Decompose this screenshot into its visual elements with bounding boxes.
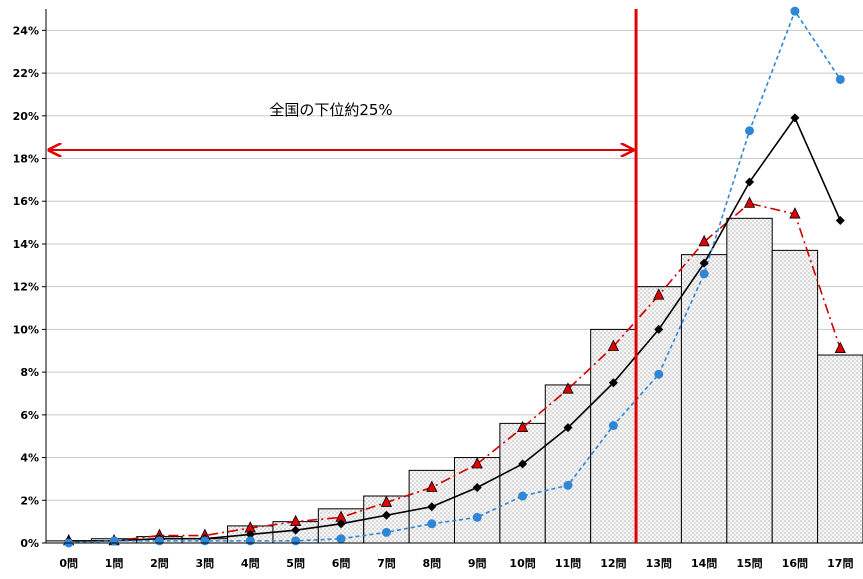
diamond-marker — [518, 459, 528, 469]
x-tick-label: 11問 — [555, 557, 581, 570]
x-tick-label: 3問 — [196, 557, 215, 570]
diamond-marker — [654, 324, 664, 334]
triangle-marker — [516, 420, 529, 433]
diamond-marker — [790, 113, 800, 123]
circle-marker — [654, 369, 664, 379]
circle-marker — [291, 536, 301, 546]
diamond-marker — [563, 423, 573, 433]
y-tick-label: 22% — [13, 67, 39, 80]
circle-marker — [608, 421, 618, 431]
circle-marker — [336, 534, 346, 544]
y-tick-label: 0% — [20, 537, 39, 550]
bar-series — [45, 217, 863, 544]
circle-marker — [109, 536, 119, 546]
circle-marker — [472, 512, 482, 522]
circle-marker — [563, 480, 573, 490]
x-tick-label: 9問 — [468, 557, 487, 570]
diamond-marker — [427, 502, 437, 512]
bar — [680, 254, 728, 544]
circle-marker — [699, 269, 709, 279]
bar — [544, 384, 592, 544]
y-tick-label: 20% — [13, 110, 39, 123]
bar — [817, 354, 863, 544]
series-line-triangle — [68, 202, 842, 542]
x-tick-label: 10問 — [509, 557, 535, 570]
triangle-marker — [607, 339, 620, 351]
triangle-marker — [426, 480, 438, 492]
line-series — [68, 9, 842, 544]
bar — [499, 422, 546, 544]
y-tick-label: 2% — [20, 494, 39, 507]
x-tick-label: 8問 — [422, 557, 441, 570]
gridlines — [46, 29, 863, 501]
axes: 0% 2% 4% 6% 8% 10% 12% 14% 16% 18% 20% 22% 24% 0問 1問 2問… — [13, 9, 863, 570]
diamond-marker — [699, 258, 709, 268]
circle-marker — [835, 74, 845, 84]
circle-marker — [154, 536, 164, 546]
y-tick-label: 24% — [13, 24, 39, 37]
x-tick-label: 16問 — [782, 557, 808, 570]
x-tick-label: 4問 — [241, 557, 260, 570]
triangle-marker — [743, 196, 756, 208]
triangle-marker — [653, 288, 665, 300]
x-tick-label: 7問 — [377, 557, 396, 570]
circle-marker — [200, 536, 210, 546]
annotation-label: 全国の下位約25% — [269, 101, 392, 119]
triangle-marker — [471, 457, 483, 469]
diamond-marker — [291, 525, 301, 535]
y-tick-label: 4% — [20, 452, 39, 465]
bar — [771, 249, 819, 544]
x-tick-label: 12問 — [600, 557, 626, 570]
x-tick-label: 13問 — [646, 557, 672, 570]
y-tick-label: 8% — [20, 366, 39, 379]
diamond-marker — [608, 378, 618, 388]
circle-marker — [245, 536, 255, 546]
diamond-marker — [745, 177, 755, 187]
y-tick-label: 18% — [13, 153, 39, 166]
bar — [726, 217, 773, 544]
y-tick-label: 12% — [13, 281, 39, 294]
triangle-marker — [698, 234, 710, 247]
circle-marker — [518, 491, 528, 501]
triangle-marker — [289, 514, 302, 527]
series-line-circle — [68, 9, 841, 544]
triangle-marker — [380, 495, 393, 507]
circle-marker — [381, 527, 391, 537]
x-tick-label: 1問 — [105, 557, 124, 570]
x-tick-label: 2問 — [150, 557, 169, 570]
x-tick-label: 6問 — [332, 557, 351, 570]
triangle-marker — [834, 341, 846, 354]
triangle-marker — [789, 207, 801, 219]
x-tick-label: 17問 — [827, 557, 853, 570]
y-tick-label: 14% — [13, 238, 39, 251]
circle-marker — [790, 6, 800, 16]
y-tick-label: 6% — [20, 409, 39, 422]
diamond-marker — [245, 529, 255, 539]
x-tick-label: 15問 — [736, 557, 762, 570]
diamond-marker — [336, 519, 346, 529]
triangle-marker — [562, 382, 574, 394]
x-tick-label: 5問 — [286, 557, 305, 570]
diamond-marker — [472, 482, 482, 492]
diamond-marker — [835, 215, 845, 225]
annotation: 全国の下位約25% — [49, 9, 638, 543]
x-tick-label: 0問 — [59, 557, 78, 570]
x-tick-label: 14問 — [691, 557, 717, 570]
bar — [454, 457, 501, 544]
y-tick-label: 10% — [13, 323, 39, 336]
bar — [590, 328, 637, 544]
circle-marker — [427, 519, 437, 529]
diamond-marker — [381, 510, 391, 520]
circle-marker — [745, 126, 755, 136]
y-tick-label: 16% — [13, 195, 39, 208]
